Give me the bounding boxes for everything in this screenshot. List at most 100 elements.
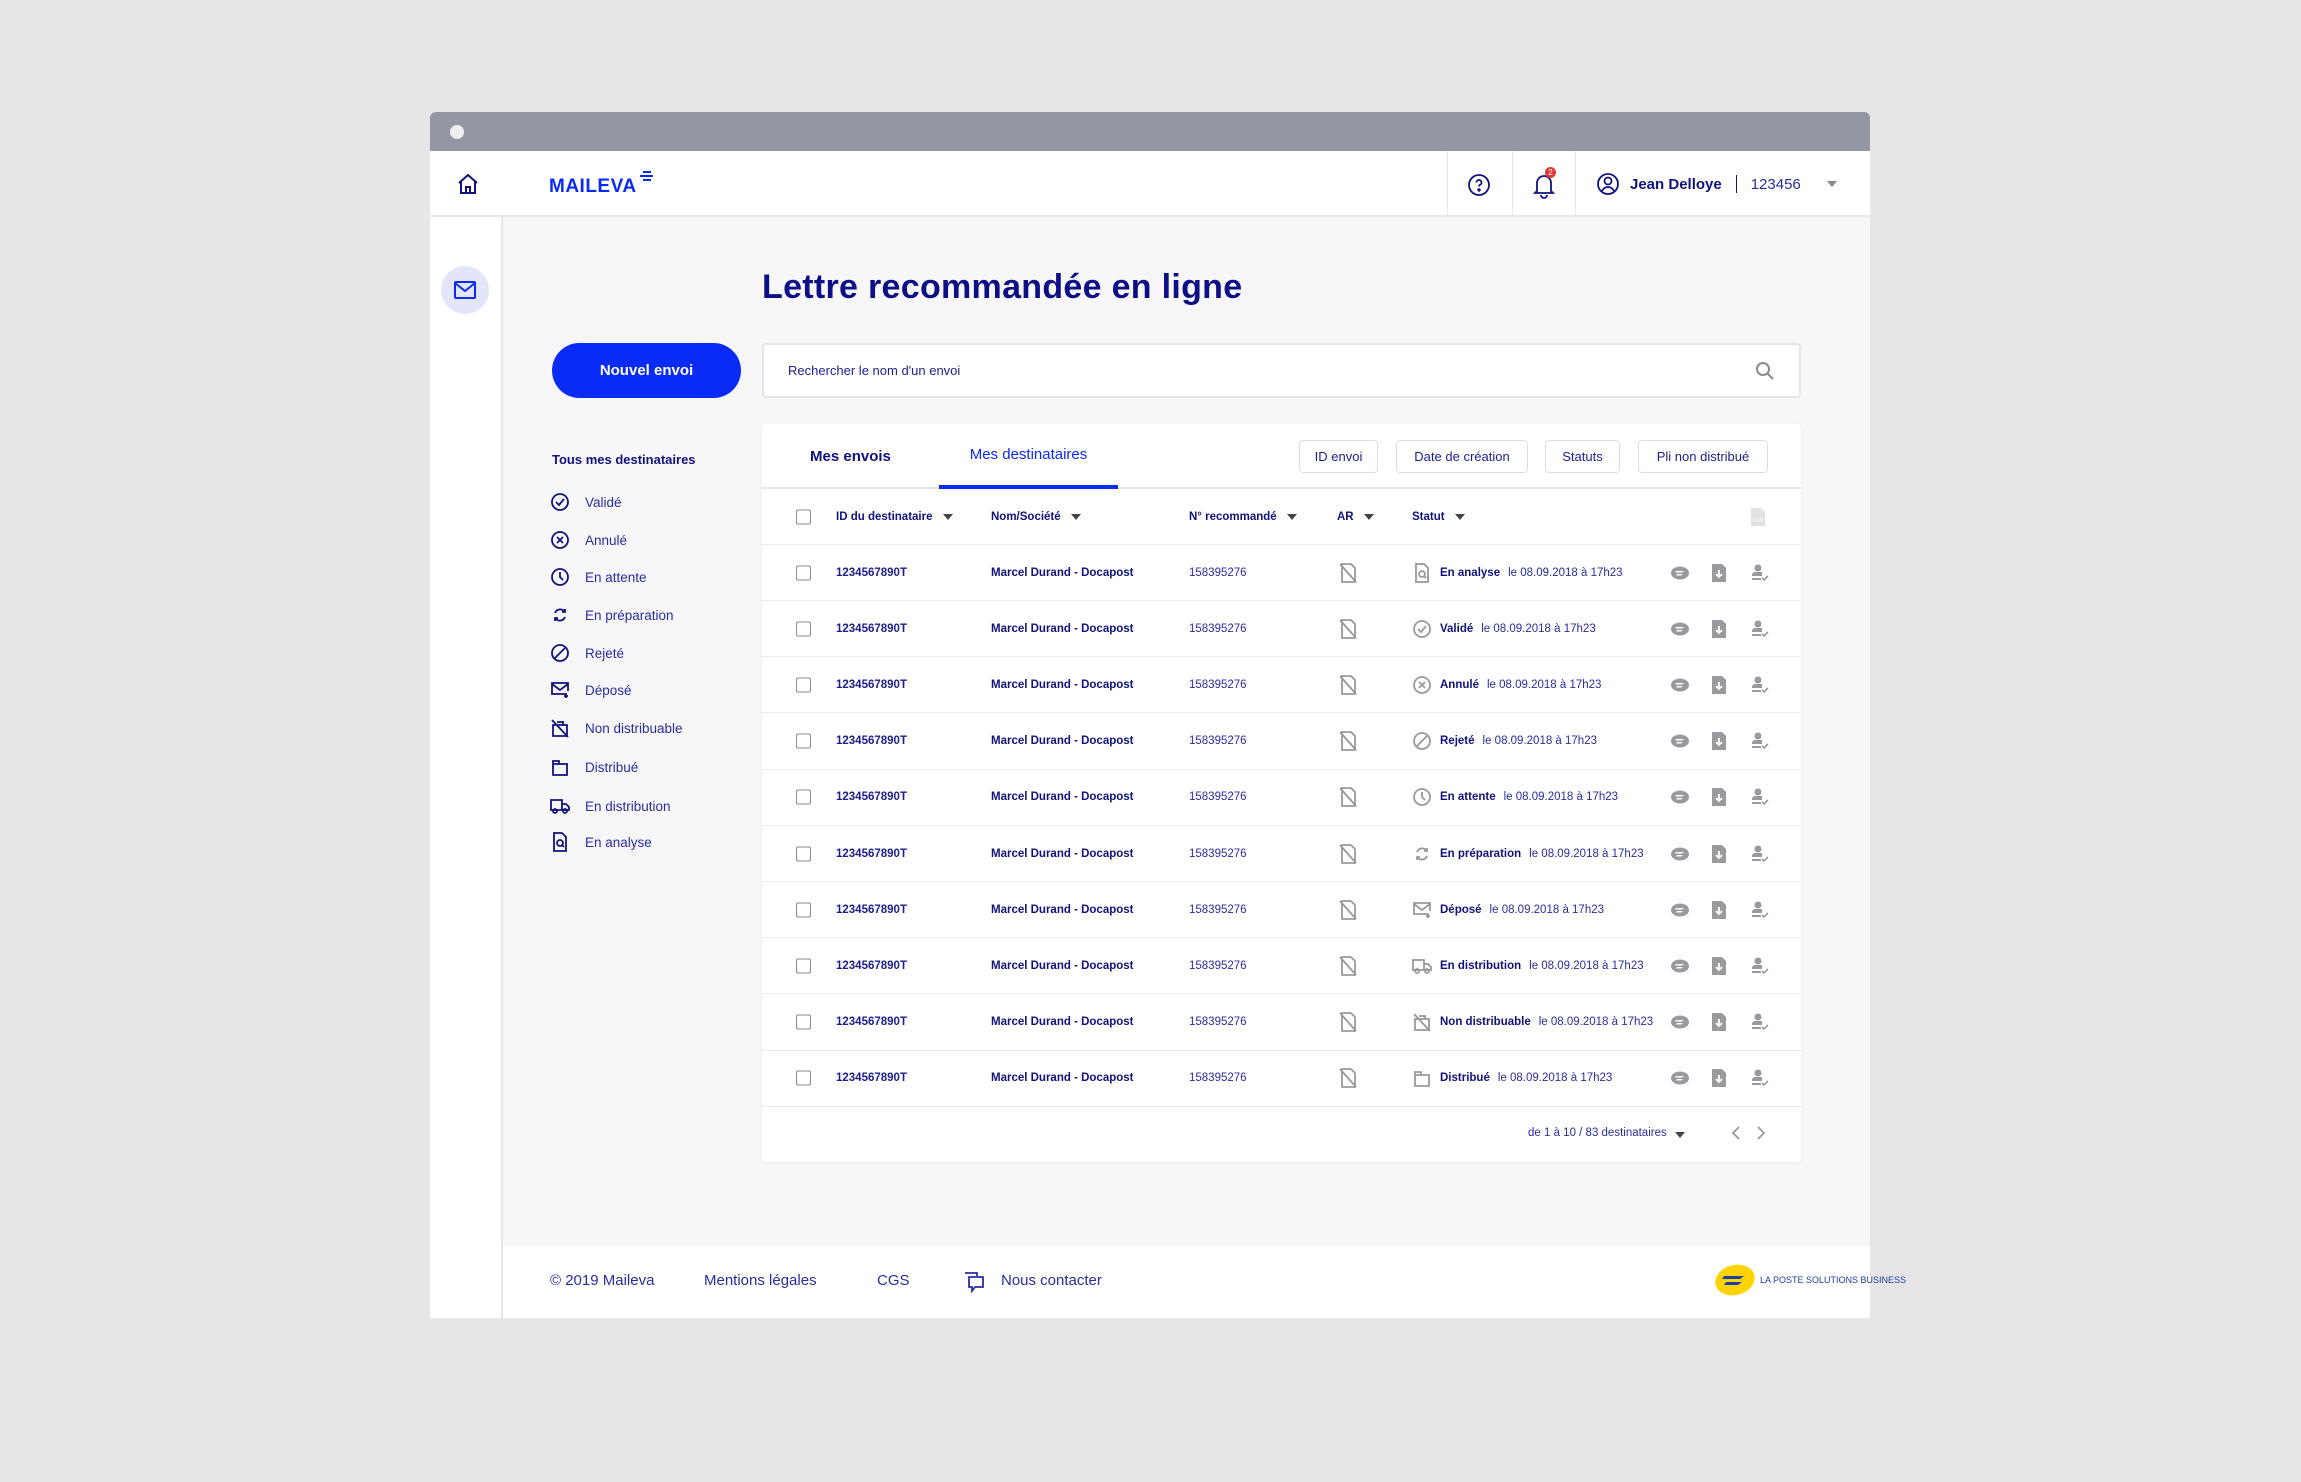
recipient-id[interactable]: 1234567890T [836,622,907,635]
col-name[interactable]: Nom/Société [991,511,1081,523]
col-status[interactable]: Statut [1412,511,1465,523]
tab-mes-destinataires[interactable]: Mes destinataires [939,424,1118,489]
table-row[interactable]: 1234567890T Marcel Durand - Docapost 158… [762,770,1801,826]
recipient-id[interactable]: 1234567890T [836,847,907,860]
row-checkbox[interactable] [796,621,811,637]
sidebar-item-mailbox[interactable]: Distribué [550,755,638,779]
recipient-id[interactable]: 1234567890T [836,1072,907,1085]
filter-statuts[interactable]: Statuts [1545,440,1620,473]
row-checkbox[interactable] [796,958,811,974]
laposte-tracking-icon[interactable] [1670,902,1690,918]
laposte-tracking-icon[interactable] [1670,1070,1690,1086]
recipient-id[interactable]: 1234567890T [836,791,907,804]
row-checkbox[interactable] [796,1014,811,1030]
cgs-link[interactable]: CGS [877,1272,910,1289]
search-icon[interactable] [1755,361,1775,381]
user-menu[interactable]: Jean Delloye 123456 [1596,172,1837,196]
download-document-icon[interactable] [1711,787,1727,807]
signature-proof-icon[interactable] [1750,731,1770,751]
filter-id-envoi[interactable]: ID envoi [1299,440,1378,473]
table-row[interactable]: 1234567890T Marcel Durand - Docapost 158… [762,882,1801,939]
table-row[interactable]: 1234567890T Marcel Durand - Docapost 158… [762,826,1801,882]
sidebar-item-refresh[interactable]: En préparation [550,603,674,627]
sidebar-item-doc-search[interactable]: En analyse [550,830,652,854]
chevron-down-icon[interactable] [1826,181,1837,187]
download-document-icon[interactable] [1711,675,1727,695]
download-document-icon[interactable] [1711,1068,1727,1088]
signature-proof-icon[interactable] [1750,1012,1770,1032]
download-document-icon[interactable] [1711,731,1727,751]
help-icon[interactable] [1467,173,1491,197]
signature-proof-icon[interactable] [1750,675,1770,695]
table-row[interactable]: 1234567890T Marcel Durand - Docapost 158… [762,938,1801,995]
nav-mail-button[interactable] [441,266,489,314]
sidebar-item-truck[interactable]: En distribution [550,794,671,818]
csv-export-icon[interactable]: CSV [1750,507,1766,527]
table-row[interactable]: 1234567890T Marcel Durand - Docapost 158… [762,601,1801,658]
new-send-button[interactable]: Nouvel envoi [552,343,741,398]
signature-proof-icon[interactable] [1750,1068,1770,1088]
next-page-icon[interactable] [1755,1125,1767,1141]
download-document-icon[interactable] [1711,956,1727,976]
notification-bell-icon[interactable]: 2 [1531,167,1557,199]
laposte-tracking-icon[interactable] [1670,621,1690,637]
table-row[interactable]: 1234567890T Marcel Durand - Docapost 158… [762,714,1801,770]
laposte-tracking-icon[interactable] [1670,846,1690,862]
contact-link[interactable]: Nous contacter [1001,1272,1102,1289]
page-size-dropdown-icon[interactable] [1675,1132,1685,1138]
recipient-id[interactable]: 1234567890T [836,1016,907,1029]
laposte-tracking-icon[interactable] [1670,958,1690,974]
filter-date-creation[interactable]: Date de création [1396,440,1528,473]
laposte-tracking-icon[interactable] [1670,677,1690,693]
chat-icon[interactable] [963,1271,985,1293]
row-checkbox[interactable] [796,677,811,693]
row-checkbox[interactable] [796,733,811,749]
window-dot[interactable] [450,125,464,139]
table-row[interactable]: 1234567890T Marcel Durand - Docapost 158… [762,657,1801,714]
legal-link[interactable]: Mentions légales [704,1272,817,1289]
row-checkbox[interactable] [796,789,811,805]
signature-proof-icon[interactable] [1750,900,1770,920]
col-id[interactable]: ID du destinataire [836,511,953,523]
recipient-id[interactable]: 1234567890T [836,566,907,579]
prev-page-icon[interactable] [1730,1125,1742,1141]
table-row[interactable]: 1234567890T Marcel Durand - Docapost 158… [762,1051,1801,1107]
sidebar-item-ban[interactable]: Rejeté [550,641,624,665]
download-document-icon[interactable] [1711,619,1727,639]
sidebar-heading[interactable]: Tous mes destinataires [552,452,696,467]
row-checkbox[interactable] [796,1070,811,1086]
sidebar-item-x-circle[interactable]: Annulé [550,528,627,552]
select-all-checkbox[interactable] [796,509,811,524]
laposte-tracking-icon[interactable] [1670,1014,1690,1030]
maileva-logo[interactable]: MAILEVA [549,170,653,198]
search-input[interactable] [788,363,1755,378]
sidebar-item-mail-deposit[interactable]: Déposé [550,678,632,702]
download-document-icon[interactable] [1711,563,1727,583]
recipient-id[interactable]: 1234567890T [836,959,907,972]
download-document-icon[interactable] [1711,844,1727,864]
row-checkbox[interactable] [796,565,811,580]
recipient-id[interactable]: 1234567890T [836,903,907,916]
sidebar-item-check-circle[interactable]: Validé [550,490,622,514]
row-checkbox[interactable] [796,846,811,861]
signature-proof-icon[interactable] [1750,787,1770,807]
filter-pli-non-distribue[interactable]: Pli non distribué [1638,440,1768,473]
laposte-tracking-icon[interactable] [1670,733,1690,749]
laposte-tracking-icon[interactable] [1670,789,1690,805]
col-ar[interactable]: AR [1337,511,1374,523]
signature-proof-icon[interactable] [1750,619,1770,639]
table-row[interactable]: 1234567890T Marcel Durand - Docapost 158… [762,545,1801,601]
sidebar-item-clock[interactable]: En attente [550,565,647,589]
tab-mes-envois[interactable]: Mes envois [810,448,891,465]
download-document-icon[interactable] [1711,1012,1727,1032]
sidebar-item-mailbox-off[interactable]: Non distribuable [550,716,683,740]
signature-proof-icon[interactable] [1750,956,1770,976]
signature-proof-icon[interactable] [1750,563,1770,583]
table-row[interactable]: 1234567890T Marcel Durand - Docapost 158… [762,995,1801,1051]
signature-proof-icon[interactable] [1750,844,1770,864]
recipient-id[interactable]: 1234567890T [836,678,907,691]
col-number[interactable]: N° recommandé [1189,511,1297,523]
laposte-tracking-icon[interactable] [1670,565,1690,581]
home-icon[interactable] [456,172,480,196]
row-checkbox[interactable] [796,902,811,918]
